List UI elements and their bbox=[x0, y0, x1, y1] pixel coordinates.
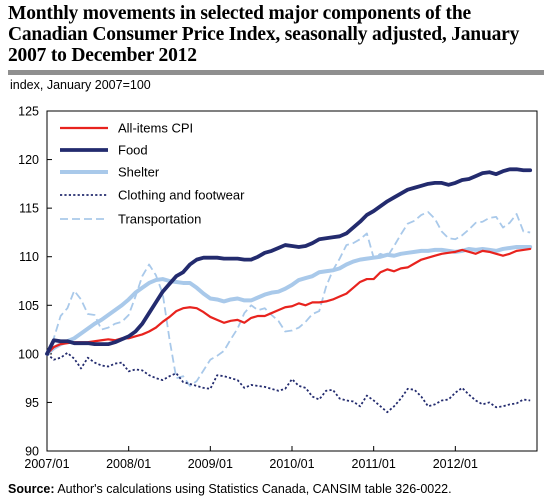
source-text: Author's calculations using Statistics C… bbox=[57, 482, 452, 496]
chart-title: Monthly movements in selected major comp… bbox=[8, 3, 520, 66]
legend-label: Transportation bbox=[118, 212, 201, 227]
series-line-transportation bbox=[46, 211, 531, 387]
plot-frame bbox=[46, 110, 538, 452]
x-tick-label: 2011/01 bbox=[352, 457, 396, 471]
y-tick-label: 105 bbox=[18, 299, 39, 313]
series-line-clothing-and-footwear bbox=[46, 351, 531, 414]
legend-label: Food bbox=[118, 143, 148, 158]
y-tick-label: 120 bbox=[18, 153, 39, 167]
legend-label: Shelter bbox=[118, 165, 160, 180]
y-tick-label: 100 bbox=[18, 347, 39, 361]
series-line-food bbox=[45, 167, 533, 356]
series-line-shelter bbox=[45, 245, 533, 356]
x-tick-label: 2009/01 bbox=[188, 457, 233, 471]
y-tick-label: 115 bbox=[19, 202, 39, 216]
x-tick-label: 2012/01 bbox=[433, 457, 478, 471]
y-tick-label: 125 bbox=[18, 105, 39, 119]
series-lines bbox=[45, 167, 533, 414]
legend-label: All-items CPI bbox=[118, 121, 193, 136]
y-tick-label: 90 bbox=[25, 445, 39, 459]
legend-label: Clothing and footwear bbox=[118, 188, 245, 203]
y-axis-unit-label: index, January 2007=100 bbox=[10, 78, 151, 92]
title-divider bbox=[8, 70, 544, 75]
x-tick-label: 2008/01 bbox=[106, 457, 151, 471]
source-note: Source: Author's calculations using Stat… bbox=[8, 482, 452, 496]
plot-area-border bbox=[46, 110, 538, 452]
legend: All-items CPI Food Shelter Clothing and foo… bbox=[60, 121, 245, 227]
x-axis: 2007/01 2008/01 2009/01 2010/01 2011/01 2012/… bbox=[24, 446, 538, 471]
x-tick-label: 2007/01 bbox=[24, 457, 69, 471]
y-tick-label: 95 bbox=[25, 396, 39, 410]
y-tick-label: 110 bbox=[19, 250, 39, 264]
source-label: Source: bbox=[8, 482, 55, 496]
series-line-all-items-cpi bbox=[45, 247, 532, 355]
x-tick-label: 2010/01 bbox=[269, 457, 314, 471]
